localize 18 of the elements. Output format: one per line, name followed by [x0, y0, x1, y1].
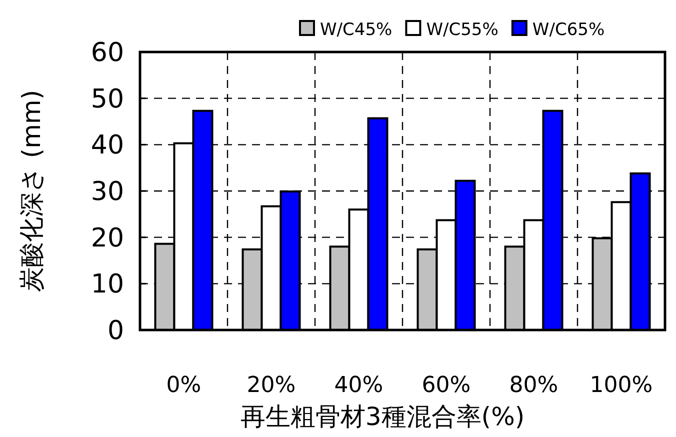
x-tick-label: 60% — [422, 373, 471, 398]
y-axis-title: 炭酸化深さ (mm) — [17, 90, 46, 292]
y-tick-label: 50 — [90, 84, 124, 114]
legend-label: W/C55% — [426, 20, 498, 40]
x-tick-label: 20% — [246, 373, 296, 398]
y-tick-label: 10 — [90, 270, 124, 300]
y-tick-label: 30 — [90, 177, 124, 207]
x-axis-title: 再生粗骨材3種混合率(%) — [240, 402, 525, 431]
x-tick-label: 40% — [334, 373, 384, 398]
y-tick-label: 60 — [90, 38, 124, 68]
y-tick-label: 40 — [90, 130, 124, 161]
x-tick-label: 100% — [590, 373, 653, 398]
x-tick-label: 80% — [509, 373, 558, 398]
x-tick-label: 0% — [166, 373, 202, 398]
legend-label: W/C65% — [532, 20, 605, 40]
y-tick-label: 0 — [107, 316, 124, 346]
y-tick-label: 20 — [90, 223, 124, 254]
legend-label: W/C45% — [320, 20, 392, 40]
